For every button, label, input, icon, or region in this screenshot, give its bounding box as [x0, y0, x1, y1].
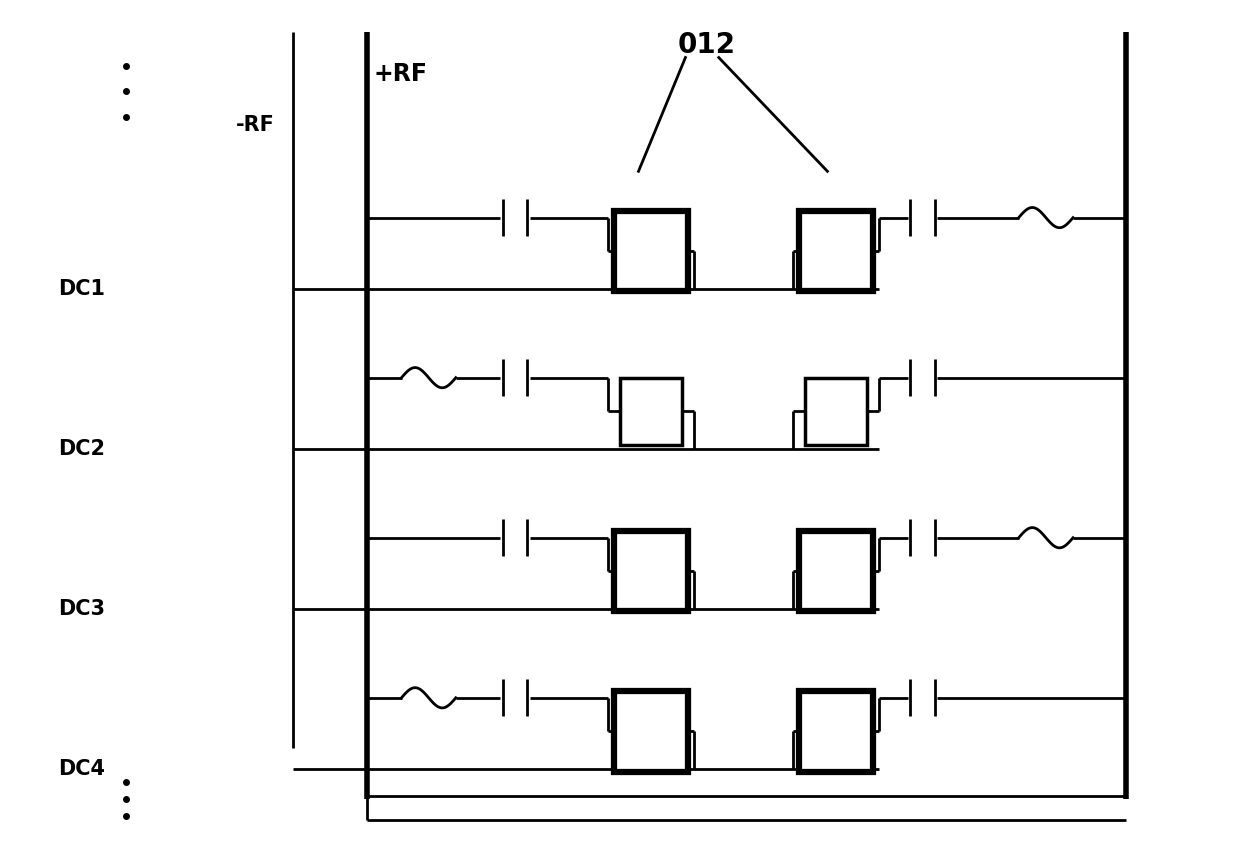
- Bar: [799, 211, 873, 292]
- Text: DC3: DC3: [58, 600, 105, 619]
- Text: 012: 012: [677, 31, 735, 59]
- Bar: [799, 691, 873, 772]
- Text: DC4: DC4: [58, 760, 105, 779]
- Text: DC1: DC1: [58, 279, 105, 299]
- Text: DC2: DC2: [58, 439, 105, 460]
- Bar: [614, 532, 688, 611]
- Bar: [620, 377, 682, 445]
- Bar: [805, 377, 867, 445]
- Text: -RF: -RF: [236, 115, 274, 135]
- Bar: [799, 532, 873, 611]
- Bar: [614, 691, 688, 772]
- Bar: [614, 211, 688, 292]
- Text: +RF: +RF: [373, 63, 427, 86]
